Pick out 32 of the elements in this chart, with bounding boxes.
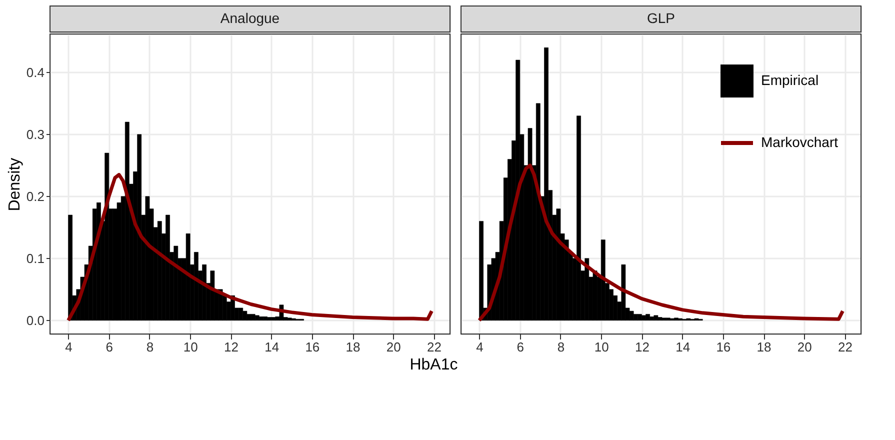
- x-tick-label: 8: [146, 340, 154, 354]
- x-tick-label: 22: [427, 340, 442, 354]
- x-tick-label: 6: [516, 340, 524, 354]
- y-tick-label: 0.4: [26, 64, 44, 80]
- y-tick-label: 0.0: [26, 312, 44, 328]
- y-tick-label: 0.2: [26, 188, 44, 204]
- x-tick-label: 20: [797, 340, 812, 354]
- x-axis-title: HbA1c: [410, 356, 458, 374]
- y-tick-label: 0.3: [26, 126, 44, 142]
- legend-label: Markovchart: [761, 134, 838, 150]
- x-tick-label: 22: [838, 340, 852, 354]
- x-tick-label: 10: [183, 340, 198, 354]
- x-tick-label: 18: [346, 340, 360, 354]
- x-tick-label: 12: [634, 340, 650, 354]
- x-tick-label: 8: [557, 340, 565, 354]
- x-tick-label: 10: [594, 340, 609, 354]
- x-tick-label: 20: [386, 340, 401, 354]
- chart-title: GLP: [646, 10, 676, 26]
- x-tick-label: 6: [106, 340, 113, 354]
- legend-label: Empirical: [761, 72, 819, 88]
- x-tick-label: 4: [476, 340, 484, 354]
- y-axis-title: Density: [6, 158, 24, 212]
- x-tick-label: 18: [756, 340, 772, 354]
- line-series: [66, 172, 434, 322]
- x-tick-label: 14: [676, 340, 690, 354]
- x-tick-label: 14: [264, 340, 280, 354]
- x-tick-label: 16: [716, 340, 731, 354]
- x-tick-label: 4: [65, 340, 72, 354]
- x-tick-label: 16: [305, 340, 320, 354]
- chart-title: Analogue: [220, 10, 280, 26]
- x-tick-label: 12: [224, 340, 238, 354]
- y-tick-label: 0.1: [26, 250, 44, 266]
